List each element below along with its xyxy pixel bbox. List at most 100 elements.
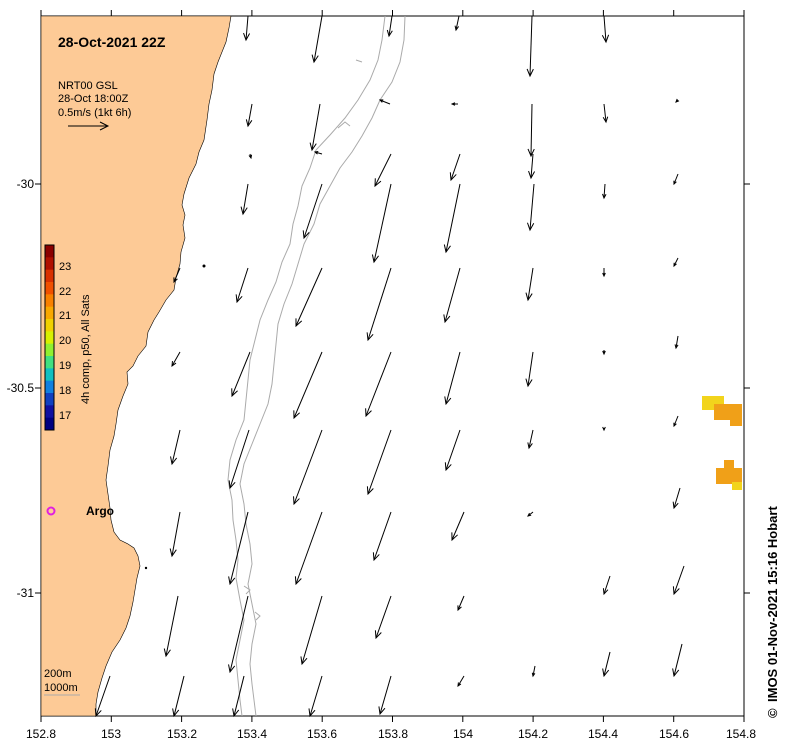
colorbar-tick: 20	[59, 335, 71, 347]
current-arrow	[313, 151, 323, 155]
colorbar-frame	[44, 244, 55, 431]
current-arrow	[228, 511, 249, 586]
x-tick-label: 154.8	[726, 727, 756, 741]
current-arrow	[378, 99, 391, 105]
current-arrow	[235, 267, 249, 304]
current-arrow	[526, 183, 535, 232]
current-arrow	[170, 429, 181, 466]
colorbar-tick: 21	[59, 310, 71, 322]
current-arrow	[248, 153, 253, 160]
current-arrow	[601, 15, 610, 44]
current-arrow	[295, 267, 323, 328]
legend-time: 28-Oct 18:00Z	[58, 93, 129, 105]
current-arrow	[308, 675, 323, 718]
current-arrow	[243, 15, 251, 42]
current-arrow	[366, 267, 392, 342]
colorbar-segment	[45, 380, 54, 394]
y-axis-labels: -30 -30.5 -31	[7, 177, 35, 600]
current-arrow	[232, 675, 245, 718]
current-arrow	[602, 183, 607, 200]
argo-float-marker[interactable]	[46, 506, 56, 516]
current-arrow	[372, 511, 392, 562]
y-tick-label: -31	[17, 586, 35, 600]
contour-fragment	[243, 59, 363, 621]
axis-ticks	[35, 10, 750, 722]
current-arrow	[228, 595, 249, 674]
colorbar-tick: 18	[59, 385, 71, 397]
current-arrow	[602, 350, 606, 356]
x-tick-label: 154	[453, 727, 473, 741]
colorbar-segment	[45, 245, 54, 258]
y-tick-label: -30	[17, 177, 35, 191]
current-arrow	[231, 351, 251, 398]
current-arrow	[527, 511, 534, 517]
current-arrow	[374, 153, 392, 188]
contour-1000m	[239, 15, 406, 717]
current-arrow	[302, 183, 323, 240]
current-arrow	[293, 351, 323, 420]
current-arrow	[602, 426, 606, 432]
current-arrow	[173, 267, 181, 284]
current-arrow	[94, 675, 111, 718]
current-arrow	[386, 15, 393, 38]
colorbar-segment	[45, 319, 54, 332]
current-arrow	[602, 268, 606, 278]
current-arrow	[673, 257, 679, 268]
current-arrow	[163, 595, 179, 658]
current-arrow	[300, 595, 323, 666]
current-arrow	[454, 15, 460, 32]
y-tick-label: -30.5	[7, 381, 35, 395]
colorbar-segment	[45, 294, 54, 308]
colorbar-segment	[45, 282, 54, 295]
current-arrow	[240, 183, 249, 216]
legend-scale: 0.5m/s (1kt 6h)	[58, 107, 131, 119]
velocity-arrows	[94, 15, 685, 718]
current-arrow	[228, 429, 250, 490]
colorbar-tick: 19	[59, 360, 71, 372]
island	[202, 264, 206, 268]
x-tick-label: 153.8	[378, 727, 408, 741]
land-area	[40, 15, 232, 717]
current-arrow	[528, 153, 536, 180]
contour-200m	[227, 15, 386, 717]
current-arrow	[371, 183, 392, 264]
current-arrow	[602, 651, 611, 678]
x-tick-label: 154.6	[659, 727, 689, 741]
current-arrow	[293, 429, 323, 506]
current-arrow	[443, 183, 461, 254]
colorbar-segment	[45, 393, 54, 406]
current-arrow	[449, 153, 461, 182]
current-arrow	[450, 102, 458, 106]
current-arrow	[443, 267, 461, 324]
colorbar-segment	[45, 343, 54, 357]
copyright-symbol: ©	[765, 708, 780, 718]
colorbar-segment	[45, 257, 54, 271]
colorbar-segment	[45, 368, 54, 382]
x-tick-label: 153.2	[167, 727, 197, 741]
current-arrow	[245, 103, 253, 128]
current-arrow	[525, 351, 534, 388]
current-arrow	[526, 15, 534, 78]
current-arrow	[457, 595, 465, 612]
argo-label: Argo	[86, 504, 114, 518]
x-tick-label: 153.6	[307, 727, 337, 741]
current-arrow	[531, 665, 536, 678]
colorbar-segment	[45, 356, 54, 369]
colorbar-tick: 23	[59, 261, 71, 273]
x-tick-label: 153	[101, 727, 121, 741]
x-tick-label: 152.8	[26, 727, 56, 741]
current-arrow	[527, 429, 534, 450]
scale-arrow	[68, 121, 110, 131]
current-arrow	[374, 595, 392, 640]
current-arrow	[672, 643, 683, 678]
current-arrow	[672, 565, 685, 596]
current-arrow	[378, 675, 392, 716]
island	[144, 566, 148, 570]
current-arrow	[602, 103, 609, 124]
x-axis-labels: 152.8 153 153.2 153.4 153.6 153.8 154 15…	[26, 727, 756, 741]
colorbar-tick: 17	[59, 410, 71, 422]
colorbar-ticks: 23 22 21 20 19 18 17	[59, 261, 71, 422]
colorbar-tick: 22	[59, 286, 71, 298]
current-arrow	[366, 429, 392, 496]
